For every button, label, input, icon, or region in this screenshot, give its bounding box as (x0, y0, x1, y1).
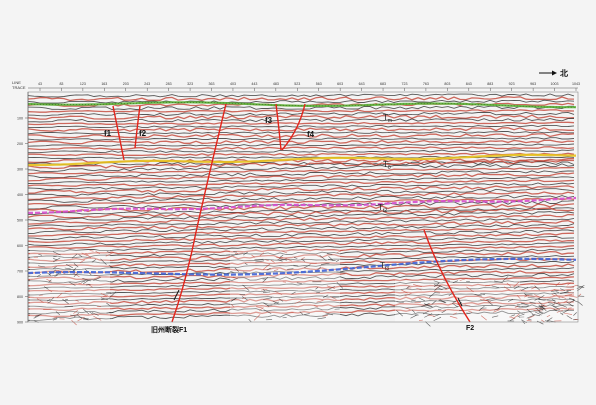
time-tick-label: 600 (17, 244, 23, 248)
trace-tick-label: 723 (401, 82, 407, 86)
trace-tick-label: 83 (59, 82, 63, 86)
trace-tick-label: 283 (166, 82, 172, 86)
fault-label-f1: f1 (104, 129, 112, 138)
trace-tick-label: 803 (444, 82, 450, 86)
trace-tick-label: 843 (466, 82, 472, 86)
time-tick-label: 300 (17, 167, 23, 171)
trace-tick-label: 43 (38, 82, 42, 86)
trace-tick-label: 243 (144, 82, 150, 86)
trace-tick-label: 203 (123, 82, 129, 86)
fault-label-F2: F2 (466, 325, 474, 332)
chaotic-zone-bg (230, 250, 340, 322)
trace-tick-label: 683 (380, 82, 386, 86)
trace-tick-label: 883 (487, 82, 493, 86)
time-tick-label: 900 (17, 320, 23, 324)
fault-label-f4: f4 (307, 130, 315, 139)
horizon-t0-sub: 0 (388, 165, 391, 171)
time-tick-label: 200 (17, 142, 23, 146)
horizon-tt2-sub: t2 (383, 208, 387, 214)
trace-tick-label: 563 (316, 82, 322, 86)
trace-tick-label: 323 (187, 82, 193, 86)
north-label: 北 (560, 68, 568, 78)
trace-tick-label: 163 (101, 82, 107, 86)
trace-tick-label: 483 (273, 82, 279, 86)
trace-tick-label: 643 (359, 82, 365, 86)
chaotic-zone-bg (30, 250, 110, 322)
trace-tick-label: 363 (209, 82, 215, 86)
fault-label-jiuzhou-f1: 旧州断裂F1 (151, 325, 187, 334)
trace-tick-label: 1003 (551, 82, 559, 86)
horizon-tm-sub: m (388, 118, 392, 124)
trace-tick-label: 923 (509, 82, 515, 86)
trace-tick-label: 1043 (572, 82, 580, 86)
time-tick-label: 400 (17, 193, 23, 197)
fault-label-f3: f3 (265, 116, 273, 125)
trace-tick-label: 123 (80, 82, 86, 86)
time-tick-label: 800 (17, 295, 23, 299)
time-tick-label: 700 (17, 269, 23, 273)
fault-label-f2: f2 (139, 129, 147, 138)
horizon-tt3-sub: t3 (385, 266, 389, 272)
trace-tick-label: 403 (230, 82, 236, 86)
trace-label: TRACE (12, 85, 26, 90)
trace-tick-label: 603 (337, 82, 343, 86)
trace-tick-label: 963 (530, 82, 536, 86)
time-tick-label: 500 (17, 218, 23, 222)
trace-tick-label: 523 (294, 82, 300, 86)
trace-tick-label: 763 (423, 82, 429, 86)
time-tick-label: 100 (17, 116, 23, 120)
trace-tick-label: 443 (251, 82, 257, 86)
